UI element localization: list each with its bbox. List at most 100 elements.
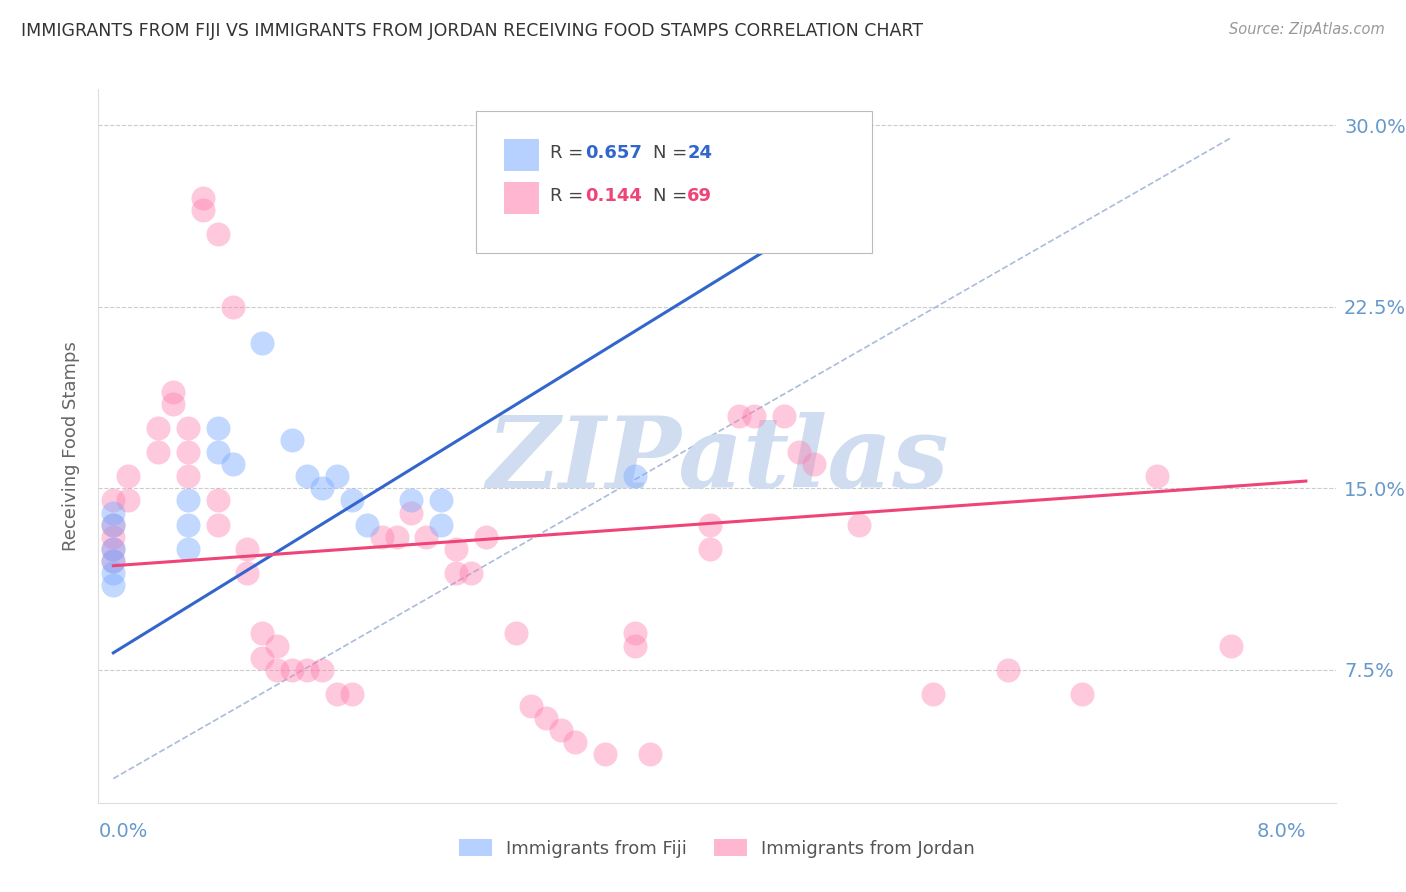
- Point: [103, 578, 125, 592]
- Point: [207, 493, 229, 508]
- Point: [401, 506, 423, 520]
- Point: [638, 747, 661, 762]
- Point: [311, 481, 333, 495]
- Point: [564, 735, 586, 749]
- Point: [266, 639, 288, 653]
- Point: [207, 421, 229, 435]
- Point: [177, 445, 200, 459]
- FancyBboxPatch shape: [475, 111, 872, 253]
- Point: [252, 626, 274, 640]
- Point: [252, 650, 274, 665]
- Point: [624, 626, 647, 640]
- Point: [1220, 639, 1243, 653]
- Point: [281, 663, 304, 677]
- Point: [177, 517, 200, 532]
- Point: [146, 445, 169, 459]
- Point: [1146, 469, 1168, 483]
- Point: [550, 723, 572, 738]
- Point: [773, 409, 796, 423]
- Point: [848, 517, 870, 532]
- Point: [699, 541, 721, 556]
- Text: 69: 69: [688, 187, 713, 205]
- Point: [191, 203, 214, 218]
- Point: [787, 445, 810, 459]
- Text: 0.657: 0.657: [585, 145, 641, 162]
- Point: [295, 469, 318, 483]
- Text: 24: 24: [688, 145, 713, 162]
- Point: [146, 421, 169, 435]
- Point: [728, 409, 751, 423]
- Text: IMMIGRANTS FROM FIJI VS IMMIGRANTS FROM JORDAN RECEIVING FOOD STAMPS CORRELATION: IMMIGRANTS FROM FIJI VS IMMIGRANTS FROM …: [21, 22, 924, 40]
- Point: [207, 517, 229, 532]
- Point: [624, 639, 647, 653]
- Point: [191, 191, 214, 205]
- Point: [281, 433, 304, 447]
- Point: [311, 663, 333, 677]
- Point: [252, 336, 274, 351]
- Point: [922, 687, 945, 701]
- Point: [207, 227, 229, 242]
- Point: [1071, 687, 1094, 701]
- Point: [444, 566, 467, 580]
- Point: [162, 397, 184, 411]
- Point: [430, 517, 453, 532]
- FancyBboxPatch shape: [505, 139, 538, 171]
- Point: [103, 530, 125, 544]
- Point: [326, 687, 349, 701]
- Point: [103, 541, 125, 556]
- Text: 0.144: 0.144: [585, 187, 641, 205]
- Point: [295, 663, 318, 677]
- Point: [356, 517, 378, 532]
- Point: [415, 530, 437, 544]
- Point: [177, 493, 200, 508]
- Point: [803, 457, 825, 471]
- Text: N =: N =: [652, 187, 693, 205]
- Text: R =: R =: [550, 187, 589, 205]
- Point: [744, 409, 766, 423]
- Text: 0.0%: 0.0%: [98, 822, 148, 841]
- Y-axis label: Receiving Food Stamps: Receiving Food Stamps: [62, 341, 80, 551]
- Point: [103, 554, 125, 568]
- Text: Source: ZipAtlas.com: Source: ZipAtlas.com: [1229, 22, 1385, 37]
- FancyBboxPatch shape: [505, 182, 538, 214]
- Point: [177, 541, 200, 556]
- Point: [103, 517, 125, 532]
- Point: [326, 469, 349, 483]
- Point: [444, 541, 467, 556]
- Point: [103, 493, 125, 508]
- Point: [460, 566, 482, 580]
- Point: [103, 506, 125, 520]
- Point: [236, 541, 259, 556]
- Point: [103, 566, 125, 580]
- Text: R =: R =: [550, 145, 589, 162]
- Point: [340, 687, 363, 701]
- Point: [117, 493, 139, 508]
- Point: [430, 493, 453, 508]
- Point: [221, 300, 243, 314]
- Point: [505, 626, 527, 640]
- Legend: Immigrants from Fiji, Immigrants from Jordan: Immigrants from Fiji, Immigrants from Jo…: [453, 832, 981, 865]
- Point: [593, 747, 616, 762]
- Point: [266, 663, 288, 677]
- Point: [401, 493, 423, 508]
- Point: [340, 493, 363, 508]
- Point: [699, 517, 721, 532]
- Point: [370, 530, 392, 544]
- Point: [997, 663, 1019, 677]
- Point: [236, 566, 259, 580]
- Point: [519, 699, 541, 714]
- Point: [103, 554, 125, 568]
- Point: [117, 469, 139, 483]
- Point: [162, 384, 184, 399]
- Point: [177, 469, 200, 483]
- Point: [475, 530, 498, 544]
- Point: [534, 711, 557, 725]
- Point: [103, 541, 125, 556]
- Point: [385, 530, 408, 544]
- Point: [221, 457, 243, 471]
- Text: 8.0%: 8.0%: [1257, 822, 1306, 841]
- Text: ZIPatlas: ZIPatlas: [486, 412, 948, 508]
- Point: [177, 421, 200, 435]
- Point: [624, 469, 647, 483]
- Point: [103, 517, 125, 532]
